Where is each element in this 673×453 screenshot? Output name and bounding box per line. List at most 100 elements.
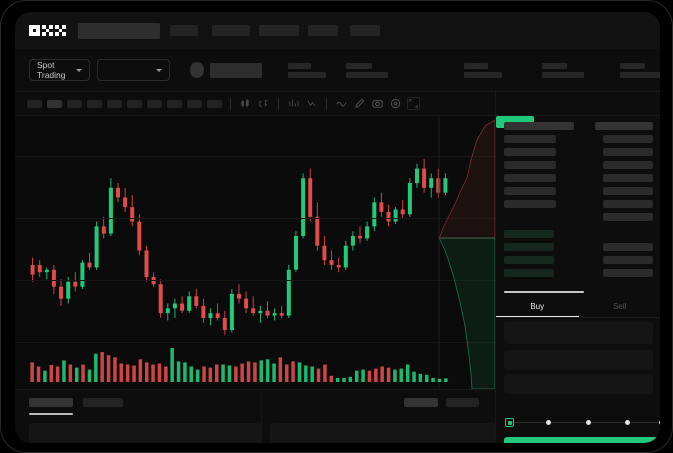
stepper-handle[interactable]: [505, 418, 514, 427]
order-amount-field[interactable]: [504, 374, 653, 394]
orderbook-ask-price[interactable]: [504, 161, 556, 169]
timeframe-button-1[interactable]: [27, 99, 42, 108]
toolbar-divider: [230, 97, 231, 110]
nav-item-2[interactable]: [212, 25, 250, 36]
camera-icon[interactable]: [371, 97, 384, 110]
compare-icon[interactable]: [305, 97, 318, 110]
orderbook-ask-amount: [603, 148, 653, 156]
amount-percent-stepper[interactable]: [504, 416, 660, 430]
order-price-field[interactable]: [504, 350, 653, 370]
bottom-action-button-2[interactable]: [446, 398, 479, 407]
bottom-tab-2[interactable]: [83, 398, 123, 407]
logo-glyph-k: [42, 25, 53, 36]
bottom-middle-panel: [261, 389, 496, 443]
nav-item-5[interactable]: [350, 25, 380, 36]
submit-order-button[interactable]: [504, 437, 660, 443]
top-navigation-bar: [15, 12, 660, 49]
stepper-track: [510, 422, 660, 423]
timeframe-button-9[interactable]: [187, 99, 202, 108]
settings-icon[interactable]: [389, 97, 402, 110]
bottom-left-content: [29, 423, 261, 443]
orderbook-bid-price[interactable]: [504, 243, 554, 251]
toolbar-divider: [278, 97, 279, 110]
volume-svg: [30, 348, 448, 382]
timeframe-button-8[interactable]: [167, 99, 182, 108]
orderbook-ask-amount: [603, 135, 653, 143]
stepper-dot-5[interactable]: [659, 420, 660, 425]
ticker-bar: Spot Trading: [15, 49, 660, 92]
order-type-field[interactable]: [504, 322, 653, 344]
orderbook-bid-amount: [603, 269, 653, 277]
order-panel-sidebar: Buy Sell: [495, 92, 660, 443]
orderbook-toolbar: [496, 92, 660, 116]
order-form: [496, 318, 660, 408]
bottom-tab-1[interactable]: [29, 398, 73, 407]
order-book[interactable]: [496, 116, 660, 296]
search-input[interactable]: [78, 22, 160, 39]
bottom-left-panel: [15, 389, 261, 443]
stat-low: [464, 62, 502, 78]
orderbook-ask-amount: [603, 187, 653, 195]
fullscreen-icon[interactable]: [407, 97, 420, 110]
logo-glyph-x: [55, 25, 66, 36]
tab-sell[interactable]: Sell: [613, 302, 627, 311]
chevron-down-icon: [155, 68, 162, 72]
timeframe-button-3[interactable]: [67, 99, 82, 108]
bottom-tab-active-underline: [29, 413, 73, 415]
toolbar-divider: [326, 97, 327, 110]
orderbook-bid-price[interactable]: [504, 269, 554, 277]
stepper-dot-4[interactable]: [625, 420, 630, 425]
orderbook-ask-price[interactable]: [504, 174, 556, 182]
bar-chart-icon[interactable]: [257, 97, 270, 110]
orderbook-spread-amount: [603, 213, 653, 221]
stepper-dot-2[interactable]: [546, 420, 551, 425]
orderbook-ask-amount: [603, 174, 653, 182]
timeframe-button-10[interactable]: [207, 99, 222, 108]
market-mode-label: Spot Trading: [37, 60, 66, 80]
timeframe-button-4[interactable]: [87, 99, 102, 108]
stepper-dot-3[interactable]: [586, 420, 591, 425]
candlestick-icon[interactable]: [239, 97, 252, 110]
orderbook-ask-price[interactable]: [504, 135, 556, 143]
stat-turnover: [620, 62, 660, 78]
timeframe-button-6[interactable]: [127, 99, 142, 108]
orderbook-scrollbar[interactable]: [504, 291, 584, 293]
bottom-middle-content: [270, 423, 496, 443]
orderbook-bid-price[interactable]: [504, 256, 554, 264]
pencil-icon[interactable]: [353, 97, 366, 110]
volume-histogram[interactable]: [15, 330, 495, 390]
tab-buy[interactable]: Buy: [496, 296, 579, 317]
orderbook-ask-amount: [603, 161, 653, 169]
nav-item-3[interactable]: [259, 25, 299, 36]
timeframe-button-5[interactable]: [107, 99, 122, 108]
stat-high: [346, 62, 388, 78]
timeframe-button-2[interactable]: [47, 99, 62, 108]
indicator-icon[interactable]: [287, 97, 300, 110]
orderbook-ask-price[interactable]: [504, 187, 556, 195]
okx-logo[interactable]: [29, 25, 66, 36]
logo-glyph-o: [29, 25, 40, 36]
trading-pair-selector[interactable]: [97, 59, 170, 81]
orderbook-bid-amount: [603, 256, 653, 264]
stat-change: [288, 62, 326, 78]
orderbook-row-header: [504, 122, 574, 130]
nav-item-4[interactable]: [308, 25, 338, 36]
orderbook-amount-header: [595, 122, 653, 130]
timeframe-button-7[interactable]: [147, 99, 162, 108]
buy-sell-tabs: Buy Sell: [496, 296, 660, 318]
orderbook-ask-amount: [603, 200, 653, 208]
orderbook-ask-price[interactable]: [504, 200, 556, 208]
bottom-action-button-1[interactable]: [404, 398, 438, 407]
market-mode-selector[interactable]: Spot Trading: [29, 59, 91, 81]
chevron-down-icon: [76, 68, 83, 72]
orderbook-ask-price[interactable]: [504, 148, 556, 156]
candles-svg: [30, 158, 448, 335]
line-chart-icon[interactable]: [335, 97, 348, 110]
stat-volume: [542, 62, 584, 78]
orderbook-bid-amount: [603, 243, 653, 251]
pair-coin-icon: [189, 62, 205, 78]
last-price-display: [210, 62, 262, 78]
nav-item-1[interactable]: [170, 25, 198, 36]
app-screen: Spot Trading: [15, 12, 660, 443]
orderbook-bid-price[interactable]: [504, 230, 554, 238]
